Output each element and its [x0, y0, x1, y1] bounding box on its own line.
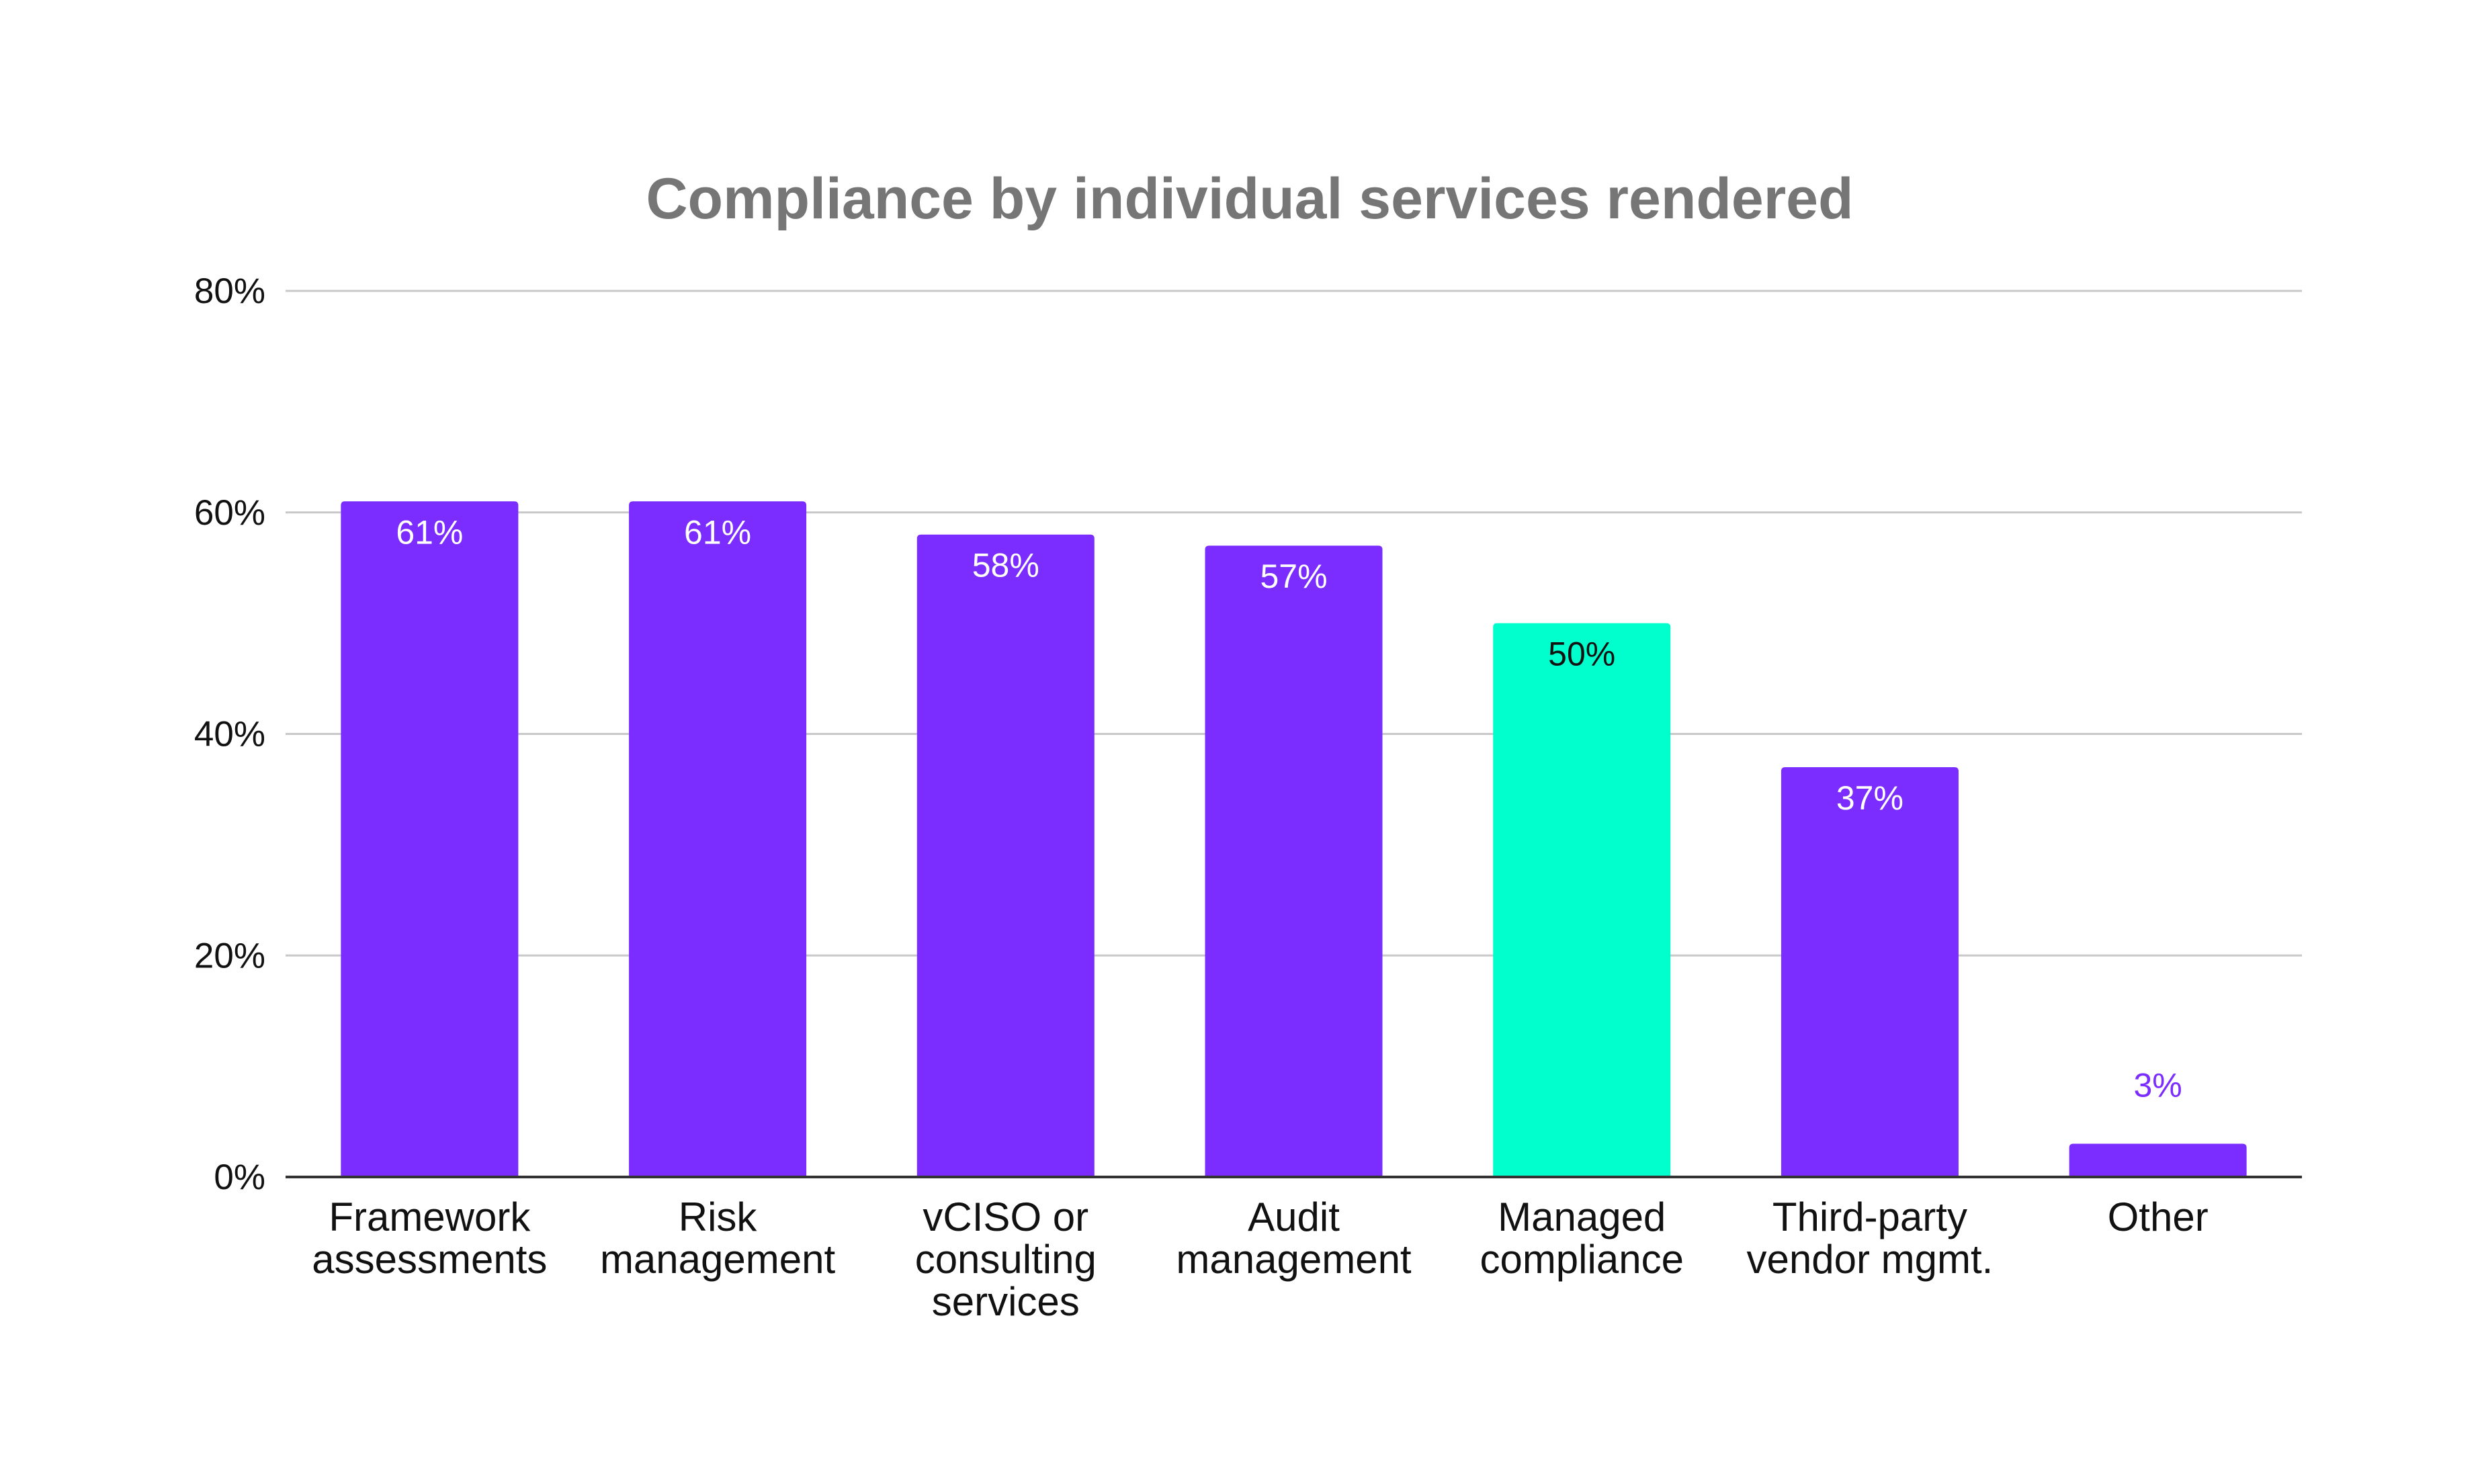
y-axis-ticks: 0% 20% 40% 60% 80% — [194, 271, 265, 1197]
bar — [916, 534, 1095, 1177]
y-tick-label: 20% — [194, 936, 265, 975]
data-label: 58% — [972, 547, 1039, 584]
y-tick-label: 80% — [194, 271, 265, 311]
bars — [341, 501, 2247, 1177]
x-tick-label: Risk management — [600, 1194, 836, 1282]
chart-title: Compliance by individual services render… — [646, 167, 1853, 231]
x-tick-label: Audit management — [1176, 1194, 1412, 1282]
data-label: 37% — [1836, 779, 1903, 817]
bar — [341, 501, 519, 1177]
x-tick-label: Other — [2108, 1194, 2209, 1239]
y-tick-label: 0% — [214, 1158, 265, 1197]
bar — [1205, 545, 1383, 1177]
data-labels: 61% 61% 58% 57% 50% 37% 3% — [396, 513, 2182, 1104]
bar — [1493, 623, 1671, 1177]
bar — [629, 501, 807, 1177]
bar — [1781, 767, 1959, 1177]
data-label: 61% — [396, 513, 463, 551]
y-tick-label: 40% — [194, 715, 265, 754]
x-tick-label: Managed compliance — [1480, 1194, 1684, 1282]
data-label: 57% — [1260, 558, 1327, 595]
bar — [2069, 1143, 2247, 1177]
x-tick-label: Third-party vendor mgmt. — [1747, 1194, 1994, 1282]
x-axis-ticks: Framework assessments Risk management vCISO … — [312, 1194, 2208, 1324]
data-label: 61% — [684, 513, 751, 551]
data-label: 50% — [1548, 636, 1615, 673]
x-tick-label: vCISO or consulting services — [915, 1194, 1097, 1324]
y-tick-label: 60% — [194, 493, 265, 533]
x-tick-label: Framework assessments — [312, 1194, 547, 1282]
data-label: 3% — [2134, 1067, 2182, 1104]
